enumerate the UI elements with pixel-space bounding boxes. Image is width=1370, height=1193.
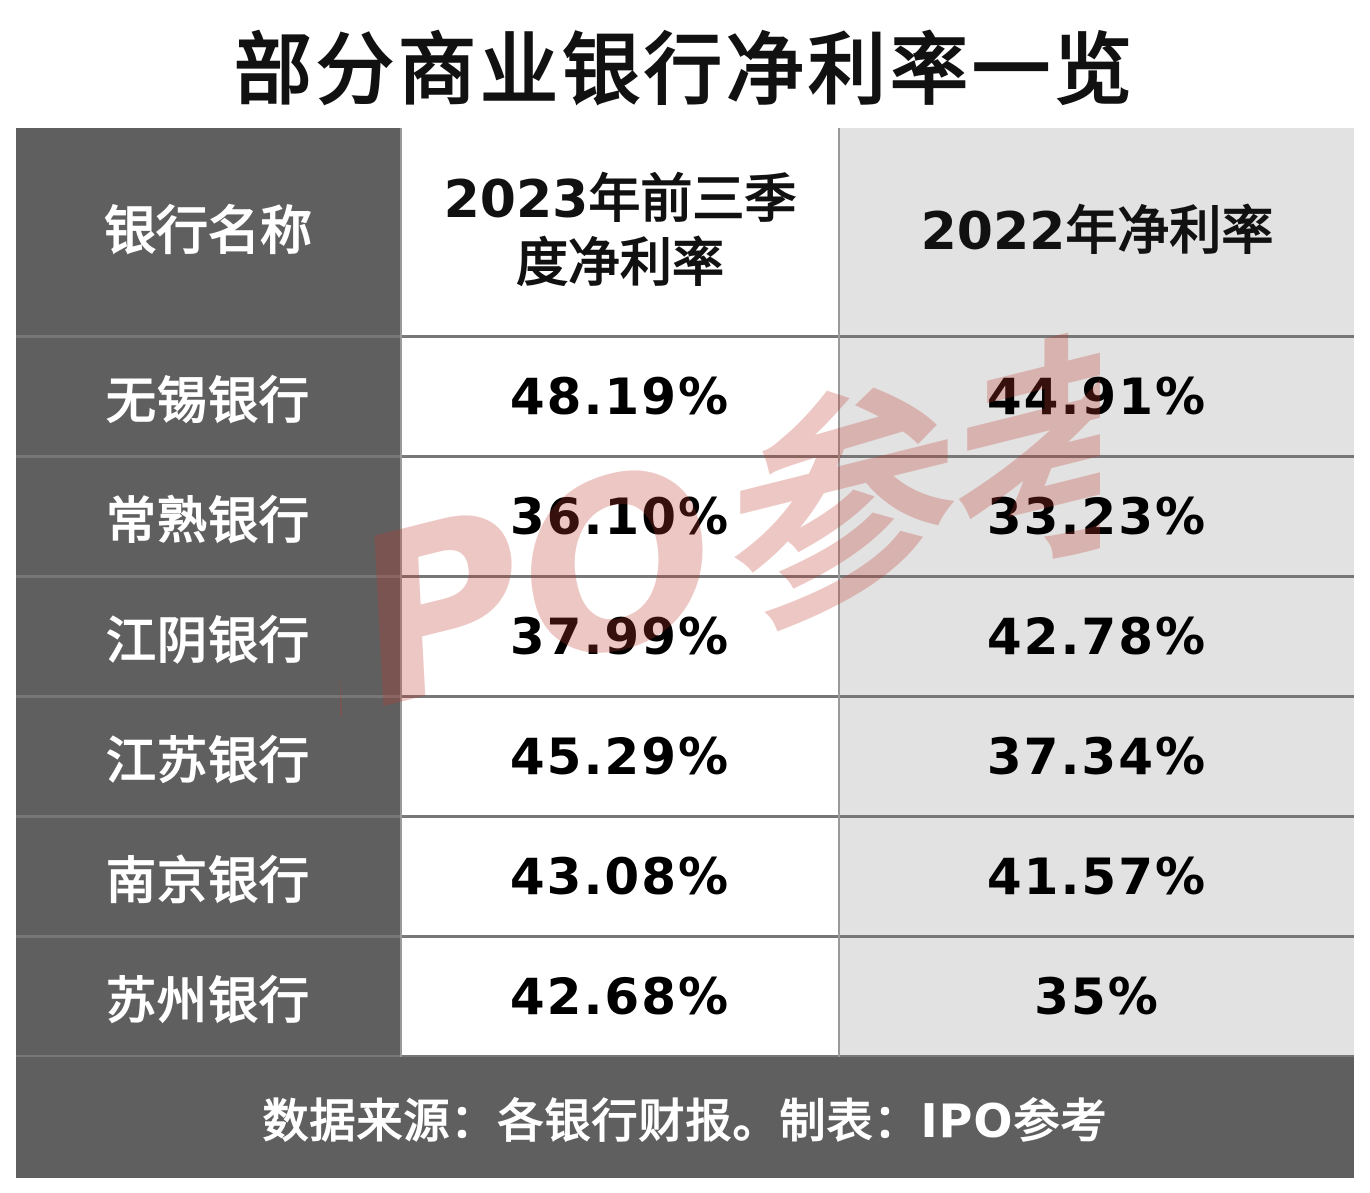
row-bank-name: 江阴银行 bbox=[106, 611, 310, 670]
column-2022 bbox=[840, 128, 1354, 1057]
row-2022-value: 37.34% bbox=[986, 727, 1208, 786]
row-bank-name: 苏州银行 bbox=[106, 971, 310, 1030]
bank-name-column bbox=[16, 128, 400, 1057]
header-2023-net-margin: 2023年前三季 度净利率 bbox=[443, 170, 797, 294]
row-divider bbox=[16, 1055, 1354, 1058]
column-divider bbox=[400, 128, 402, 1057]
source-footer: 数据来源：各银行财报。制表：IPO参考 bbox=[16, 1057, 1354, 1178]
row-divider bbox=[16, 695, 1354, 698]
row-2023-value: 45.29% bbox=[509, 727, 731, 786]
column-divider bbox=[838, 128, 840, 1057]
row-2023-value: 43.08% bbox=[509, 847, 731, 906]
row-2023-value: 36.10% bbox=[509, 487, 731, 546]
row-bank-name: 江苏银行 bbox=[106, 731, 310, 790]
row-2023-value: 42.68% bbox=[509, 967, 731, 1026]
row-2022-value: 33.23% bbox=[986, 487, 1208, 546]
row-divider bbox=[16, 335, 1354, 338]
row-divider bbox=[16, 455, 1354, 458]
row-2022-value: 41.57% bbox=[986, 847, 1208, 906]
row-bank-name: 无锡银行 bbox=[106, 371, 310, 430]
row-2022-value: 35% bbox=[1034, 967, 1160, 1026]
row-2022-value: 44.91% bbox=[986, 367, 1208, 426]
column-2023 bbox=[402, 128, 838, 1057]
row-bank-name: 南京银行 bbox=[106, 851, 310, 910]
row-2023-value: 37.99% bbox=[509, 607, 731, 666]
page-title: 部分商业银行净利率一览 bbox=[233, 26, 1136, 116]
row-bank-name: 常熟银行 bbox=[106, 491, 310, 550]
row-divider bbox=[16, 935, 1354, 938]
row-divider bbox=[16, 815, 1354, 818]
row-2023-value: 48.19% bbox=[509, 367, 731, 426]
header-2022-net-margin: 2022年净利率 bbox=[920, 202, 1274, 262]
row-divider bbox=[16, 575, 1354, 578]
row-2022-value: 42.78% bbox=[986, 607, 1208, 666]
net-margin-table: 银行名称 2023年前三季 度净利率 2022年净利率 无锡银行 48.19% … bbox=[16, 128, 1354, 1178]
header-bank-name: 银行名称 bbox=[103, 202, 312, 262]
